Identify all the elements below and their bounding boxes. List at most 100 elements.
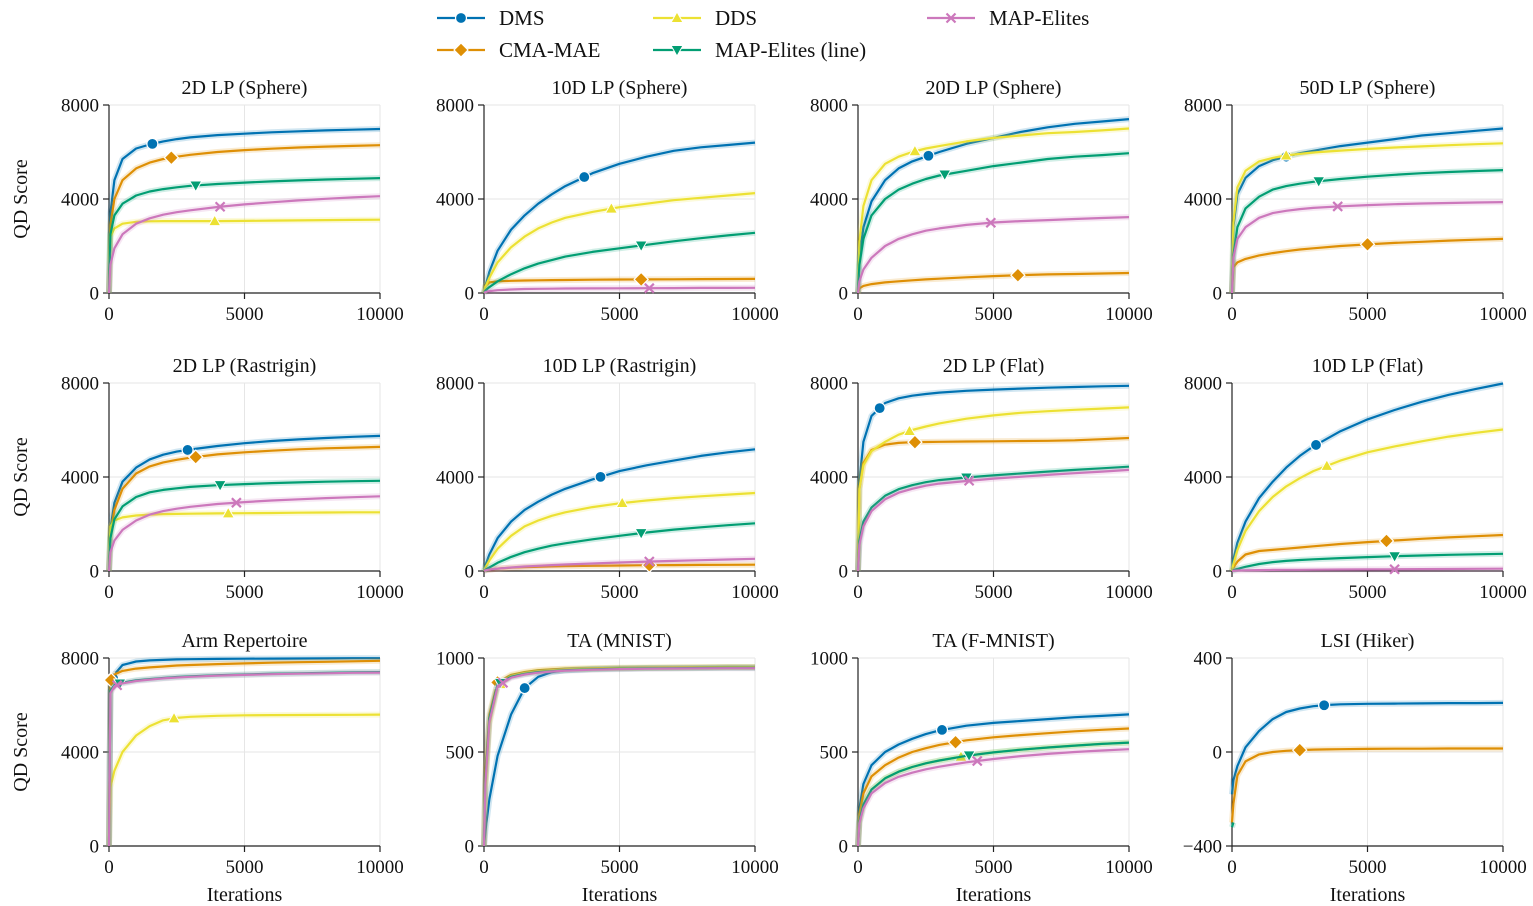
series-line-me	[483, 557, 756, 572]
x-tick-label: 10000	[1105, 304, 1153, 325]
x-tick-label: 10000	[731, 857, 779, 878]
series-marker-cmamae	[1291, 742, 1308, 758]
y-tick-label: 8000	[810, 374, 848, 395]
series-marker-dds	[221, 506, 236, 519]
series-line-me	[1230, 201, 1504, 294]
series-marker-dds	[207, 214, 222, 227]
series-marker-me	[231, 497, 242, 508]
series-line-mel	[107, 177, 381, 294]
series-marker-me	[985, 217, 997, 229]
legend-entry-mel: MAP-Elites (line)	[653, 38, 866, 62]
series-line-dds	[107, 218, 381, 294]
series-marker-me	[1332, 201, 1343, 212]
y-tick-label: −400	[1183, 837, 1222, 858]
series-marker-me	[1389, 563, 1400, 575]
series-line-dms	[107, 127, 381, 294]
x-axis-label: Iterations	[956, 884, 1032, 906]
y-tick-label: 1000	[810, 649, 848, 670]
x-tick-label: 5000	[1349, 857, 1387, 878]
series-line-mel	[483, 522, 756, 572]
series-line-me	[856, 216, 1130, 294]
series-marker-dms	[1318, 699, 1331, 712]
y-tick-label: 0	[465, 837, 475, 858]
x-tick-label: 10000	[1479, 304, 1527, 325]
y-tick-label: 8000	[61, 374, 99, 395]
y-tick-label: 0	[465, 562, 475, 583]
panel-title: 2D LP (Sphere)	[182, 77, 308, 99]
legend-label-dms: DMS	[499, 6, 545, 30]
series-marker-mel	[1387, 551, 1402, 564]
x-tick-label: 10000	[356, 582, 404, 603]
series-marker-dds	[615, 496, 630, 509]
series-marker-mel	[1311, 176, 1326, 189]
series-marker-dds	[604, 201, 619, 214]
x-tick-label: 5000	[601, 857, 639, 878]
series-line-cmamae	[107, 445, 381, 572]
series-marker-dms	[181, 443, 194, 457]
panel-6: 0 4000 8000 0 5000 10000 10D LP (Rastrigin)	[436, 355, 779, 603]
x-tick-label: 10000	[1479, 857, 1527, 878]
y-axis-label: QD Score	[10, 437, 32, 517]
panel-title: LSI (Hiker)	[1321, 630, 1415, 652]
legend-marker-me	[945, 12, 957, 24]
x-tick-label: 0	[1227, 582, 1237, 603]
series-line-mel	[856, 465, 1130, 572]
series-marker-dds	[1279, 148, 1294, 161]
panel-5: 0 4000 8000 0 5000 10000 2D LP (Rastrigin) QD S…	[10, 355, 404, 603]
panel-title: TA (F-MNIST)	[932, 630, 1054, 652]
series-line-dms	[1230, 701, 1504, 795]
series-line-cmamae	[1230, 747, 1503, 823]
y-tick-label: 500	[446, 743, 475, 764]
panel-title: 20D LP (Sphere)	[926, 77, 1062, 99]
series-line-cmamae	[107, 659, 381, 847]
series-line-dds	[107, 511, 380, 572]
x-tick-label: 5000	[975, 857, 1013, 878]
x-tick-label: 10000	[1479, 582, 1527, 603]
y-tick-label: 0	[839, 562, 849, 583]
series-line-cmamae	[107, 144, 381, 294]
series-marker-cmamae	[1010, 267, 1026, 284]
series-line-me	[107, 495, 381, 572]
series-marker-dds	[167, 711, 181, 724]
panel-title: 2D LP (Flat)	[943, 355, 1044, 377]
x-tick-label: 10000	[1105, 582, 1153, 603]
x-tick-label: 5000	[601, 304, 639, 325]
y-tick-label: 4000	[1184, 468, 1222, 489]
x-tick-label: 5000	[1349, 304, 1387, 325]
x-tick-label: 0	[479, 304, 489, 325]
series-line-me	[107, 195, 381, 294]
series-line-dms	[1230, 127, 1504, 294]
y-tick-label: 0	[1213, 562, 1223, 583]
y-tick-label: 500	[820, 743, 849, 764]
legend-label-cmamae: CMA-MAE	[499, 38, 601, 62]
series-line-dds	[856, 406, 1130, 572]
legend-entry-me: MAP-Elites	[927, 6, 1089, 30]
series-marker-cmamae	[907, 434, 923, 451]
series-line-cmamae	[856, 271, 1130, 294]
x-tick-label: 10000	[731, 304, 779, 325]
y-tick-label: 0	[1213, 743, 1223, 764]
panel-title: 50D LP (Sphere)	[1300, 77, 1436, 99]
x-tick-label: 0	[479, 582, 489, 603]
legend-entry-cmamae: CMA-MAE	[437, 38, 601, 62]
series-marker-me	[971, 755, 983, 767]
x-axis-label: Iterations	[582, 884, 658, 906]
series-marker-mel	[188, 180, 203, 193]
panel-title: 10D LP (Flat)	[1312, 355, 1423, 377]
series-marker-cmamae	[633, 271, 650, 288]
series-marker-dms	[1309, 438, 1323, 452]
series-line-mel	[856, 741, 1130, 847]
x-axis-label: Iterations	[207, 884, 283, 906]
series-marker-dms	[594, 470, 607, 483]
series-line-me	[1231, 567, 1504, 573]
legend-entry-dms: DMS	[437, 6, 545, 30]
series-line-dds	[856, 127, 1130, 294]
x-tick-label: 5000	[226, 582, 264, 603]
series-marker-cmamae	[947, 734, 964, 750]
x-tick-label: 5000	[601, 582, 639, 603]
y-tick-label: 4000	[61, 468, 99, 489]
legend-entry-dds: DDS	[653, 6, 757, 30]
x-tick-label: 5000	[226, 304, 264, 325]
y-tick-label: 8000	[61, 649, 99, 670]
series-line-me	[483, 286, 756, 294]
